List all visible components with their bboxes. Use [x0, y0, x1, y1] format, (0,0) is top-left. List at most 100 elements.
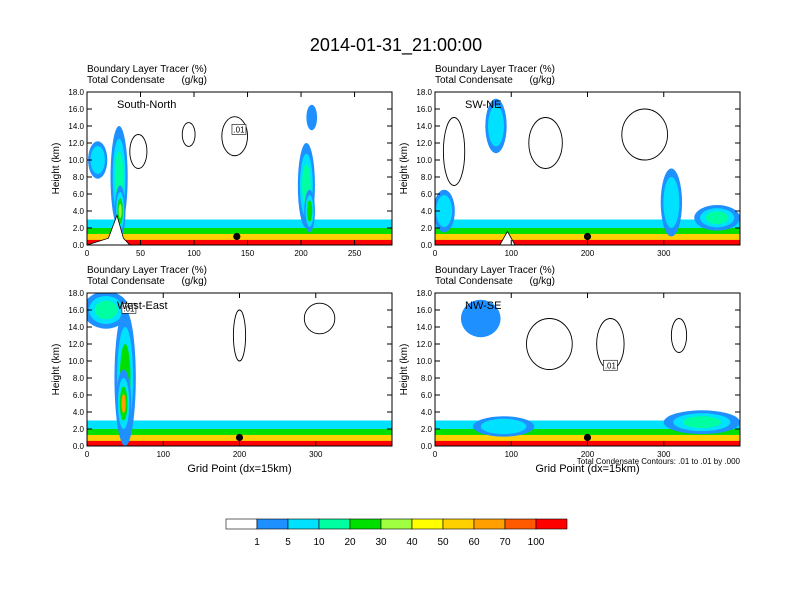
condensate-contour-0	[526, 318, 573, 370]
y-tick-label: 16.0	[416, 105, 432, 114]
plume-2-ring-3	[118, 203, 122, 219]
plume-4-ring-3	[308, 205, 312, 217]
plot-area: .01	[435, 293, 740, 446]
y-tick-label: 16.0	[68, 306, 84, 315]
y-tick-label: 0.0	[73, 442, 85, 451]
location-marker	[583, 433, 592, 442]
plot-area: .01	[87, 92, 392, 245]
condensate-contour-2	[621, 108, 669, 161]
y-tick-label: 12.0	[68, 139, 84, 148]
subtitle-units-1: (g/kg)	[181, 75, 207, 86]
x-tick-label: 100	[187, 249, 201, 258]
y-axis-label: Height (km)	[399, 344, 410, 396]
y-tick-label: 12.0	[416, 340, 432, 349]
y-tick-label: 2.0	[421, 224, 433, 233]
y-tick-label: 16.0	[68, 105, 84, 114]
y-tick-label: 14.0	[416, 323, 432, 332]
y-tick-label: 8.0	[421, 173, 433, 182]
subtitle-units-0: (%)	[539, 64, 555, 75]
panel-nw-se: .01 0.0 2.0 4.0 6.0 8.0 10.0 12.0 14.0 16.0 18.0 0 1…	[399, 265, 741, 475]
colorbar-swatch	[380, 518, 413, 530]
y-tick-label: 10.0	[416, 156, 432, 165]
plume-0-ring-3	[99, 304, 113, 316]
subtitle-units-1: (g/kg)	[529, 276, 555, 287]
subtitle-0: Boundary Layer Tracer	[87, 64, 189, 75]
panels: .01 0.0 2.0 4.0 6.0 8.0 10.0 12.0 14.0 16.0 18.0 0 5…	[51, 64, 741, 475]
colorbar-swatch	[256, 518, 289, 530]
contour-label: .01	[233, 125, 245, 134]
y-tick-label: 0.0	[421, 241, 433, 250]
y-tick-label: 4.0	[73, 207, 85, 216]
plume-2-ring-3	[691, 418, 713, 426]
y-tick-label: 18.0	[416, 289, 432, 298]
panel-west-east: .01 0.0 2.0 4.0 6.0 8.0 10.0 12.0 14.0 16.0 18.0 0 1…	[51, 265, 393, 475]
contour-label-box	[121, 302, 137, 314]
plume-0-ring-3	[493, 118, 499, 134]
colorbar-label: 5	[285, 537, 291, 548]
y-tick-label: 4.0	[421, 207, 433, 216]
x-tick-label: 300	[309, 450, 323, 459]
panel-south-north: .01 0.0 2.0 4.0 6.0 8.0 10.0 12.0 14.0 16.0 18.0 0 5…	[51, 64, 393, 258]
contour-label-box	[603, 359, 618, 371]
x-tick-label: 100	[505, 450, 519, 459]
x-tick-label: 0	[85, 450, 90, 459]
subtitle-units-0: (%)	[191, 64, 207, 75]
panel-label: NW-SE	[465, 300, 501, 312]
contour-note: Total Condensate Contours: .01 to .01 by…	[577, 457, 741, 466]
y-tick-label: 10.0	[416, 357, 432, 366]
plume-2-ring-3	[121, 393, 126, 414]
plot-area: .01	[87, 293, 392, 446]
contour-label: .01	[123, 304, 135, 313]
plot-area	[435, 92, 740, 245]
condensate-contour-1	[528, 117, 563, 169]
y-tick-label: 14.0	[68, 122, 84, 131]
tracer-band-2	[87, 233, 392, 245]
y-tick-label: 2.0	[73, 224, 85, 233]
condensate-contour-0	[442, 117, 466, 186]
figure-title: 2014-01-31_21:00:00	[310, 35, 482, 56]
y-tick-label: 18.0	[68, 88, 84, 97]
subtitle-1: Total Condensate	[435, 276, 513, 287]
plume-0-ring-3	[475, 313, 487, 324]
y-tick-label: 18.0	[68, 289, 84, 298]
y-tick-label: 6.0	[421, 190, 433, 199]
y-tick-label: 14.0	[68, 323, 84, 332]
colorbar-label: 50	[437, 537, 449, 548]
colorbar-label: 20	[344, 537, 356, 548]
plume-1-ring-3	[495, 423, 513, 430]
colorbar-label: 60	[468, 537, 480, 548]
x-tick-label: 200	[294, 249, 308, 258]
colorbar-swatch	[287, 518, 320, 530]
contour-label-box	[231, 124, 247, 135]
y-tick-label: 14.0	[416, 122, 432, 131]
x-tick-label: 0	[433, 249, 438, 258]
panel-sw-ne: 0.0 2.0 4.0 6.0 8.0 10.0 12.0 14.0 16.0 18.0 0 100 2…	[399, 64, 741, 258]
x-tick-label: 300	[657, 450, 671, 459]
tracer-band-3	[87, 239, 392, 245]
plume-2-ring-3	[668, 192, 675, 213]
y-tick-label: 8.0	[421, 374, 433, 383]
location-marker	[583, 232, 592, 241]
y-tick-label: 2.0	[421, 425, 433, 434]
plume-0-ring-3	[95, 154, 101, 166]
y-axis-label: Height (km)	[399, 143, 410, 195]
colorbar-label: 30	[375, 537, 387, 548]
colorbar-label: 10	[313, 537, 325, 548]
y-tick-label: 4.0	[73, 408, 85, 417]
subtitle-1: Total Condensate	[87, 75, 165, 86]
colorbar-swatch	[504, 518, 537, 530]
x-tick-label: 100	[157, 450, 171, 459]
condensate-contour-1	[181, 122, 196, 147]
colorbar-swatch	[225, 518, 258, 530]
colorbar-swatch	[349, 518, 382, 530]
colorbar-label: 40	[406, 537, 418, 548]
y-axis-label: Height (km)	[51, 143, 62, 195]
x-axis-label: Grid Point (dx=15km)	[187, 463, 291, 475]
y-tick-label: 0.0	[73, 241, 85, 250]
plume-1-ring-3	[441, 205, 448, 217]
colorbar: 1 5 10 20 30 40 50 60 70 100	[225, 518, 568, 548]
subtitle-0: Boundary Layer Tracer	[87, 265, 189, 276]
subtitle-1: Total Condensate	[87, 276, 165, 287]
y-tick-label: 10.0	[68, 357, 84, 366]
colorbar-swatch	[535, 518, 568, 530]
